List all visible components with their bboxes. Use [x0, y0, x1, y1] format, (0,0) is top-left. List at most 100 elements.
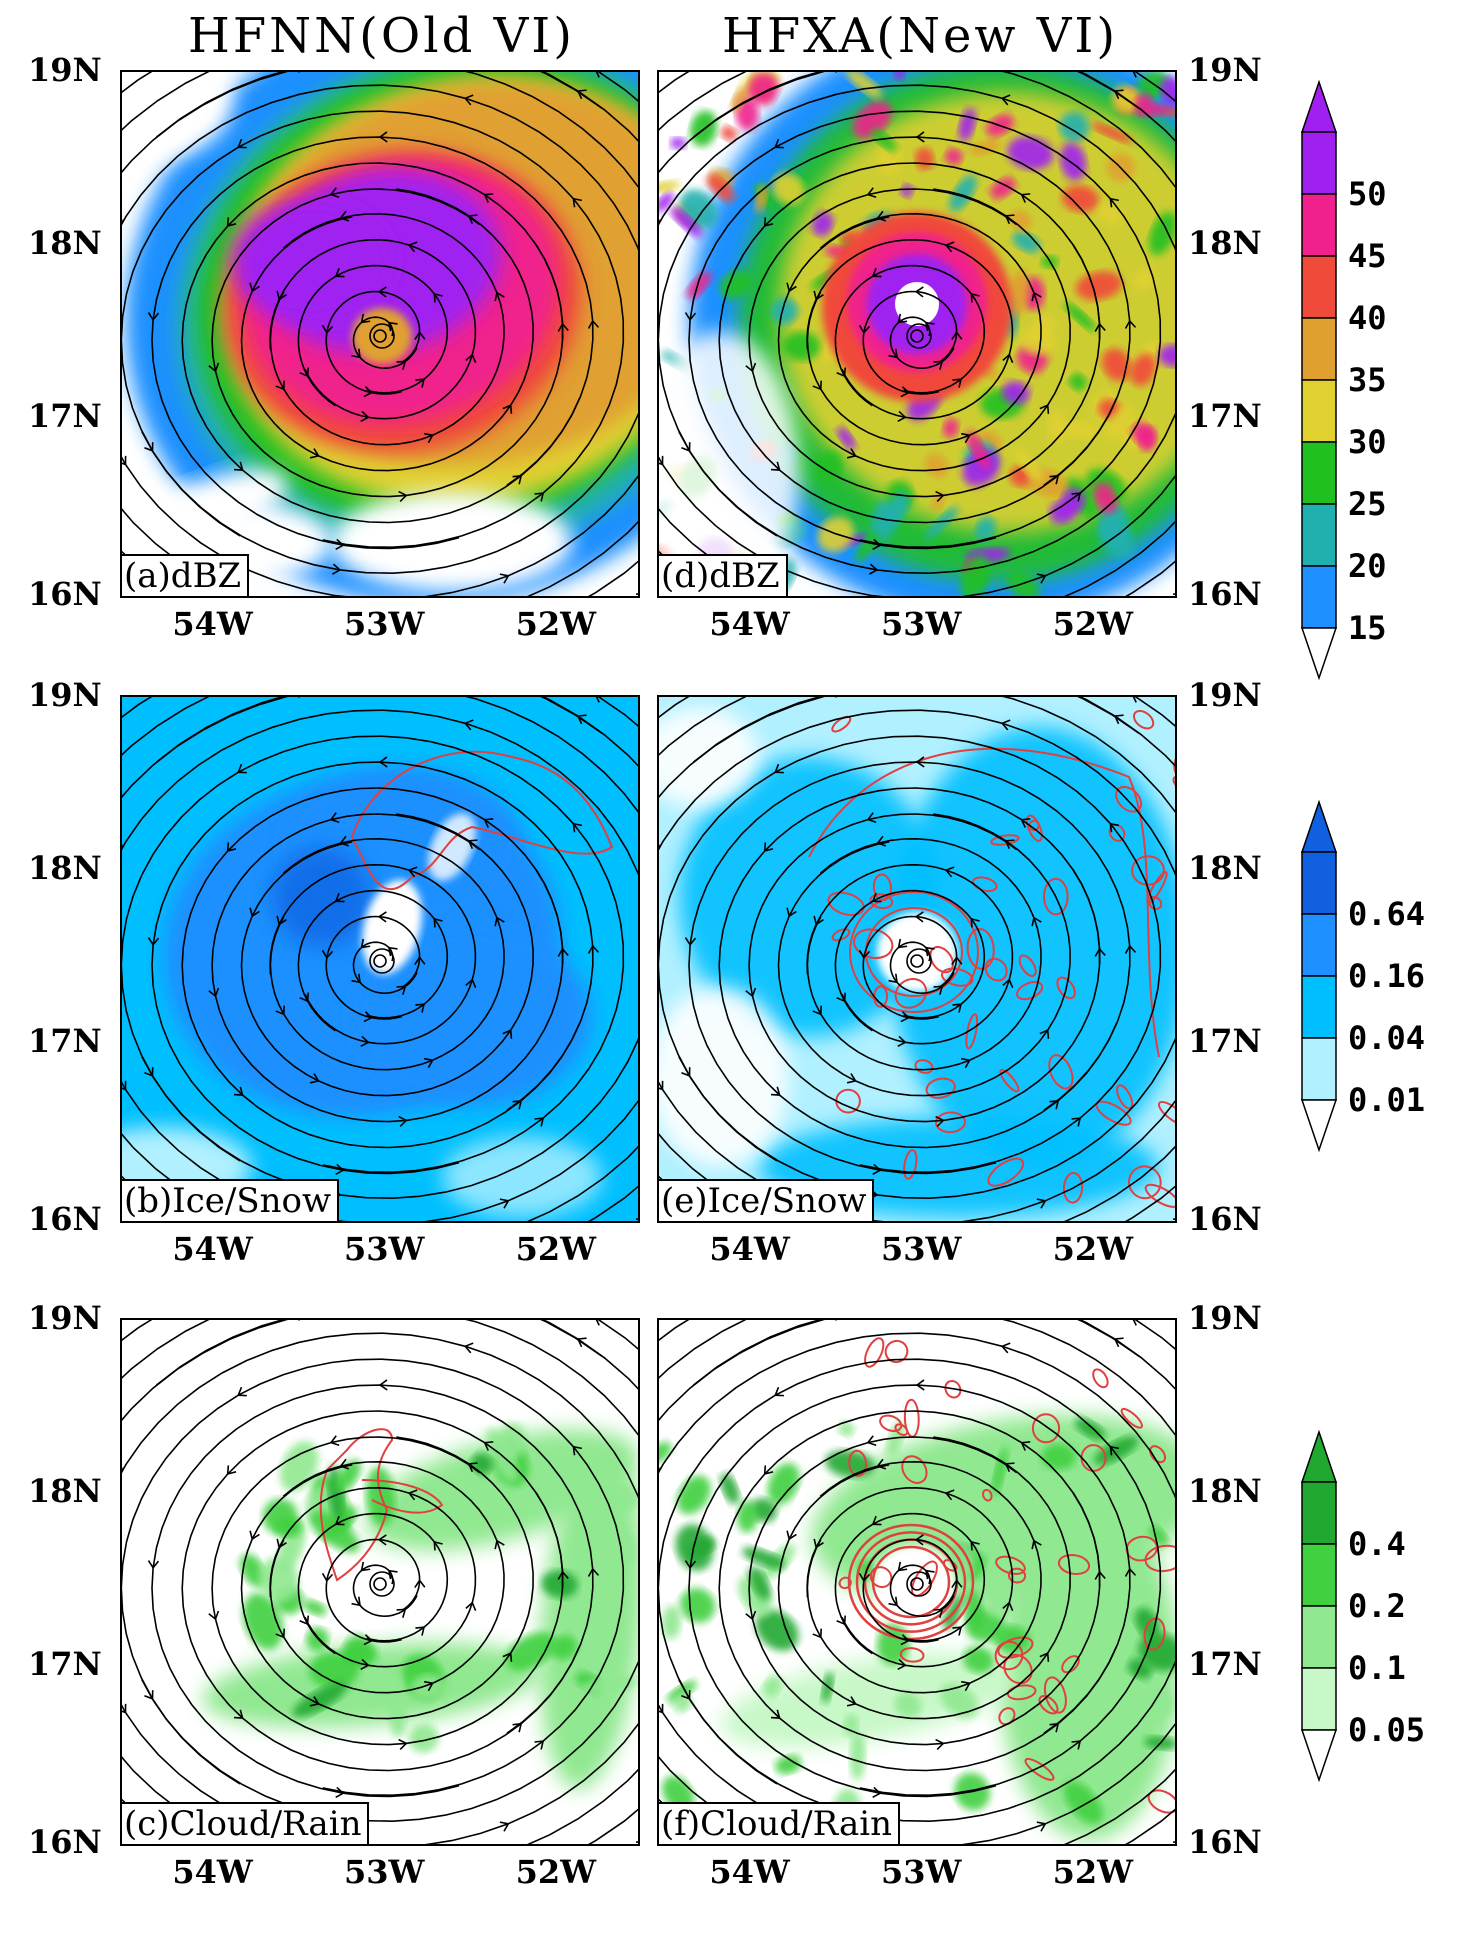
contour — [869, 893, 894, 910]
contour — [894, 1423, 909, 1436]
streamline-arrow — [423, 1057, 434, 1069]
streamline-arrow — [275, 1005, 285, 1016]
streamlines — [659, 697, 1175, 1221]
streamline-arrow — [321, 949, 334, 960]
colorbar-label: 0.05 — [1348, 1711, 1426, 1749]
contour — [884, 1339, 909, 1364]
streamline-arrow — [208, 362, 220, 373]
streamline-arrow — [594, 697, 605, 703]
streamline-arrow — [1004, 1462, 1015, 1473]
streamline-arrow — [858, 324, 871, 335]
streamline-arrow — [1039, 404, 1050, 414]
streamline-arrow — [360, 1658, 370, 1671]
panel-a-label: (a)dBZ — [122, 554, 250, 596]
contour — [849, 891, 979, 1013]
contour — [997, 1636, 1034, 1659]
streamline-arrow — [635, 592, 638, 596]
streamline-arrow — [309, 448, 320, 459]
streamline-arrow — [866, 812, 877, 824]
streamline-arrow — [309, 1696, 320, 1707]
colorbar-bottom-arrow — [1300, 1099, 1338, 1152]
lat-label-left: 18N — [28, 223, 102, 262]
colorbar-svg — [1300, 1430, 1338, 1782]
contour — [903, 1149, 918, 1180]
lat-label-left: 17N — [28, 1644, 102, 1683]
lat-label-left: 16N — [28, 1823, 102, 1861]
streamline-arrow — [1131, 697, 1142, 703]
streamline-arrow — [122, 455, 127, 466]
streamline-arrow — [587, 319, 600, 329]
streamline-arrow — [897, 1561, 908, 1572]
streamline-arrow — [467, 839, 478, 850]
streamline-arrow — [433, 1540, 443, 1551]
streamline-arrow — [335, 538, 345, 551]
lon-label: 54W — [709, 1230, 790, 1268]
eye-swirl — [373, 329, 387, 343]
lat-label-right: 17N — [1188, 396, 1262, 435]
streamline-arrow — [774, 1386, 784, 1397]
contour — [831, 715, 852, 733]
streamline-arrow — [465, 1601, 477, 1611]
streamline-arrow — [587, 944, 600, 954]
streamline-arrow — [1172, 592, 1175, 596]
lat-label-right: 16N — [1188, 1823, 1262, 1861]
colorbar-segment — [1301, 1037, 1337, 1101]
lat-label-left: 19N — [28, 1299, 102, 1337]
colorbar-label: 0.2 — [1348, 1587, 1406, 1625]
streamline-arrow — [1036, 1198, 1047, 1209]
lon-label: 54W — [709, 605, 790, 643]
streamline-arrow — [827, 1320, 838, 1321]
streamline-arrow — [351, 1596, 361, 1607]
streamline-arrow — [275, 1628, 285, 1639]
streamline-arrow — [208, 1610, 220, 1621]
streamline-arrow — [684, 937, 697, 947]
streamline-arrow — [494, 1539, 505, 1550]
lon-label: 52W — [515, 1230, 597, 1268]
streamline-arrow — [388, 946, 398, 957]
streamline-arrow — [572, 822, 582, 833]
lat-label-left: 19N — [28, 676, 102, 714]
contour — [1132, 709, 1155, 730]
streamline-arrow — [1109, 197, 1119, 208]
lon-label: 53W — [881, 1230, 962, 1268]
streamline-arrow — [494, 916, 505, 927]
streamline-arrow — [1071, 1740, 1082, 1750]
lon-label: 54W — [172, 1853, 253, 1891]
streamline-arrow — [534, 492, 545, 502]
lon-label: 52W — [515, 1853, 597, 1891]
contour — [1031, 1413, 1061, 1444]
contour — [1144, 1183, 1175, 1208]
streamline-arrow — [147, 312, 160, 322]
contour — [1148, 896, 1163, 910]
contour — [903, 1398, 920, 1438]
contour — [1007, 1567, 1027, 1584]
streamline-arrow — [377, 911, 387, 923]
lon-label: 52W — [1052, 605, 1134, 643]
streamline-arrow — [763, 217, 774, 228]
eye-swirl — [373, 1577, 387, 1591]
eye-swirl — [906, 948, 932, 974]
panel-f-label: (f)Cloud/Rain — [659, 1802, 901, 1844]
streamline-arrow — [900, 1634, 910, 1646]
colorbar-label: 40 — [1348, 299, 1387, 337]
lat-label-right: 19N — [1188, 51, 1262, 89]
streamline-arrow — [933, 985, 944, 995]
panel-d-dbz-new: (d)dBZ — [657, 70, 1177, 598]
streamline-arrow — [237, 1386, 247, 1397]
contour — [1120, 1407, 1143, 1429]
contour — [1025, 814, 1043, 842]
streamline-arrow — [147, 1560, 160, 1570]
streamline-arrow — [872, 1786, 882, 1799]
streamline-arrow — [915, 756, 925, 768]
streamline-arrow — [360, 938, 371, 949]
streamline-arrow — [763, 1465, 774, 1476]
streamline-arrow — [1036, 1821, 1047, 1832]
contour — [999, 1068, 1020, 1093]
contour — [995, 1555, 1026, 1575]
streamline-arrow — [915, 1379, 925, 1391]
streamline-arrow — [846, 448, 857, 459]
colorbar-segment — [1301, 379, 1337, 443]
streamline-arrow — [534, 1117, 545, 1127]
streamline-arrow — [398, 1115, 408, 1128]
streamline-arrow — [951, 331, 963, 341]
